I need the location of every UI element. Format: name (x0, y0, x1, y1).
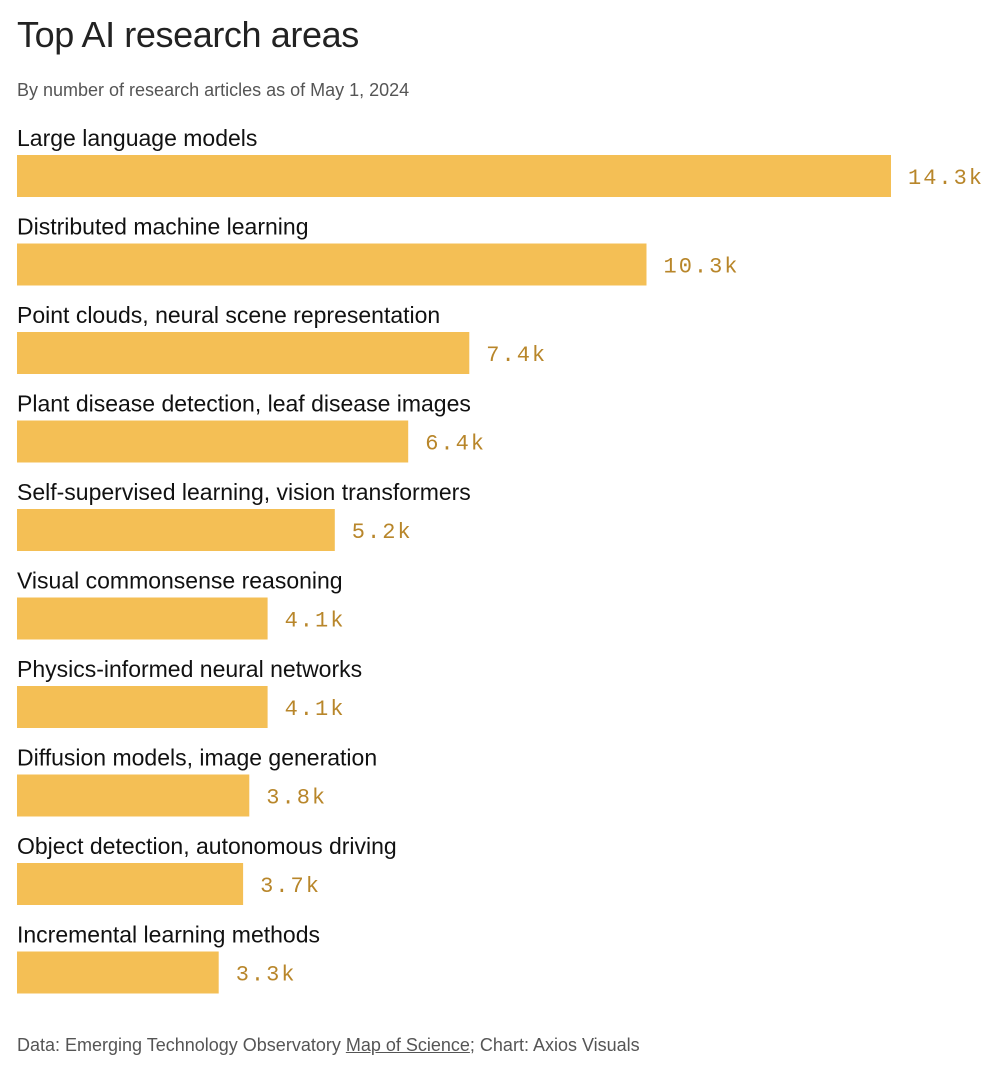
value-label: 7.4k (486, 343, 547, 368)
value-label: 6.4k (425, 432, 486, 457)
chart-subtitle: By number of research articles as of May… (17, 80, 410, 100)
category-label: Incremental learning methods (17, 922, 320, 948)
bar-row: Distributed machine learning 10.3k (17, 214, 740, 286)
bar-row: Visual commonsense reasoning 4.1k (17, 568, 346, 640)
category-label: Physics-informed neural networks (17, 656, 362, 682)
chart-title: Top AI research areas (17, 14, 359, 55)
value-label: 5.2k (352, 520, 413, 545)
bar (17, 509, 335, 551)
chart-source-note: Data: Emerging Technology Observatory Ma… (17, 1035, 640, 1056)
bar-row: Diffusion models, image generation 3.8k (17, 745, 377, 817)
bar (17, 951, 219, 994)
bar (17, 243, 647, 286)
category-label: Visual commonsense reasoning (17, 568, 343, 594)
value-label: 3.8k (266, 786, 327, 811)
value-label: 4.1k (285, 609, 346, 634)
category-label: Self-supervised learning, vision transfo… (17, 479, 471, 505)
category-label: Point clouds, neural scene representatio… (17, 302, 440, 328)
bar-row: Point clouds, neural scene representatio… (17, 302, 547, 374)
value-label: 14.3k (908, 166, 984, 191)
map-of-science-link[interactable]: Map of Science (345, 1035, 470, 1055)
bar (17, 332, 470, 374)
category-label: Distributed machine learning (17, 214, 309, 240)
value-label: 3.3k (236, 963, 297, 988)
category-label: Diffusion models, image generation (17, 745, 377, 771)
value-label: 4.1k (285, 697, 346, 722)
bar-row: Large language models 14.3k (17, 125, 984, 197)
bar (17, 420, 409, 463)
bar (17, 686, 268, 728)
bar-row: Physics-informed neural networks 4.1k (17, 656, 362, 728)
value-label: 3.7k (260, 874, 321, 899)
source-suffix: ; Chart: Axios Visuals (469, 1035, 640, 1055)
bar (17, 774, 250, 817)
bar-row: Self-supervised learning, vision transfo… (17, 479, 471, 551)
bar (17, 597, 268, 640)
bar-row: Object detection, autonomous driving 3.7k (17, 833, 397, 905)
category-label: Plant disease detection, leaf disease im… (17, 391, 471, 417)
bar (17, 863, 244, 905)
bar-row: Incremental learning methods 3.3k (17, 922, 320, 994)
category-label: Large language models (17, 125, 257, 151)
bar (17, 155, 891, 197)
source-prefix: Data: Emerging Technology Observatory (17, 1035, 346, 1055)
bar-row: Plant disease detection, leaf disease im… (17, 391, 486, 463)
category-label: Object detection, autonomous driving (17, 833, 397, 859)
value-label: 10.3k (664, 255, 740, 280)
